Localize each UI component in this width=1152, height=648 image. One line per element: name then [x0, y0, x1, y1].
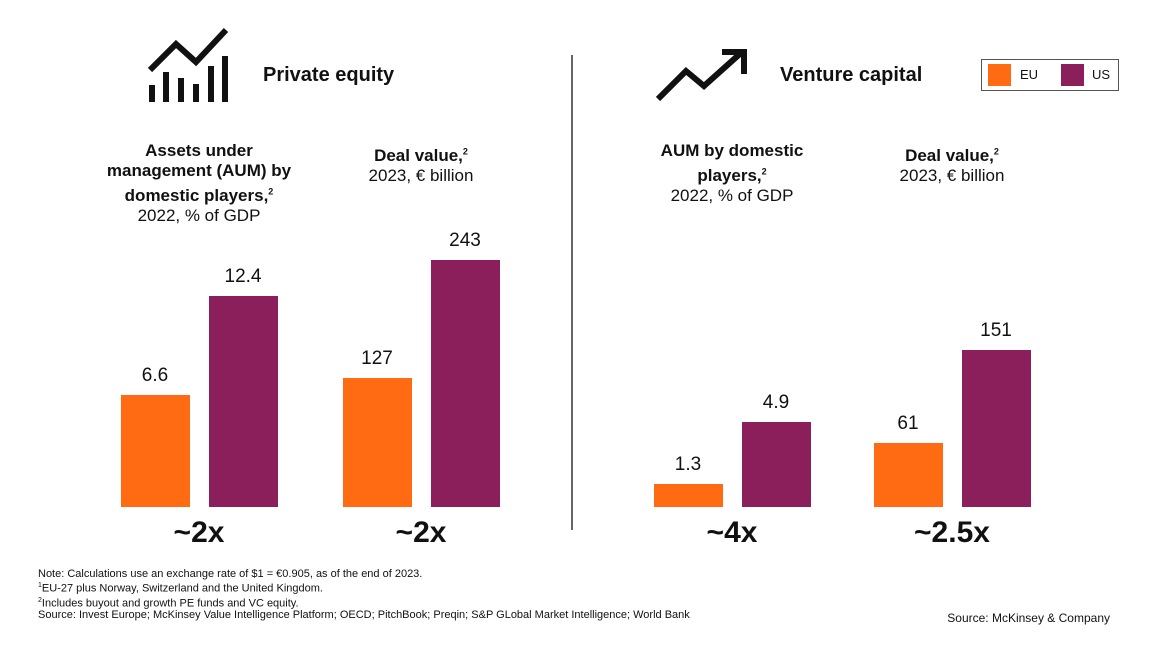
- note-line: 2Includes buyout and growth PE funds and…: [38, 595, 690, 610]
- chart-title: Assets under management (AUM) by domesti…: [104, 141, 294, 226]
- value-label: 151: [980, 319, 1012, 341]
- chart-subtitle: 2022, % of GDP: [670, 185, 794, 205]
- multiplier: ~2.5x: [914, 516, 990, 549]
- chart-title-text: AUM by domestic players,2: [660, 141, 804, 185]
- bar: [653, 484, 723, 507]
- bar: [961, 349, 1031, 507]
- value-label: 1.3: [674, 454, 702, 476]
- section-title: Venture capital: [780, 64, 923, 86]
- multiplier: ~4x: [706, 516, 758, 549]
- note-text: Source: Invest Europe; McKinsey Value In…: [38, 609, 690, 622]
- section-title: Private equity: [263, 64, 395, 86]
- title-note: 2: [993, 146, 999, 156]
- title-note: 2: [268, 186, 274, 196]
- bar: [120, 394, 190, 507]
- bar: [741, 422, 811, 507]
- value-label: 243: [449, 229, 481, 251]
- note-line: Note: Calculations use an exchange rate …: [38, 568, 690, 580]
- chart-subtitle: 2022, % of GDP: [137, 205, 261, 225]
- bar: [430, 259, 500, 507]
- note-line: 1EU-27 plus Norway, Switzerland and the …: [38, 580, 690, 595]
- value-label: 127: [361, 347, 393, 369]
- notes: Note: Calculations use an exchange rate …: [38, 568, 690, 621]
- legend-label: EU: [1020, 67, 1039, 82]
- legend: EU US: [981, 59, 1119, 91]
- value-label: 12.4: [224, 265, 262, 287]
- value-label: 61: [897, 413, 919, 435]
- chart-subtitle: 2023, € billion: [899, 165, 1005, 185]
- bar: [342, 377, 412, 507]
- note-line: Source: Invest Europe; McKinsey Value In…: [38, 609, 690, 621]
- chart-subtitle: 2023, € billion: [368, 165, 474, 185]
- pe-icon: [147, 27, 229, 102]
- legend-swatch: [1061, 64, 1084, 86]
- note-text: EU-27 plus Norway, Switzerland and the U…: [41, 582, 323, 595]
- note-text: Note: Calculations use an exchange rate …: [38, 568, 423, 580]
- chart-title: Deal value,2 2023, € billion: [326, 141, 516, 186]
- bar: [873, 443, 943, 507]
- chart-title: AUM by domestic players,2 2022, % of GDP: [637, 141, 827, 206]
- chart-title-text: Assets under management (AUM) by domesti…: [106, 141, 292, 205]
- vc-icon: [655, 49, 747, 102]
- value-label: 6.6: [141, 364, 169, 386]
- source: Source: McKinsey & Company: [947, 611, 1110, 625]
- note-mark: 1: [38, 582, 42, 589]
- title-note: 2: [462, 146, 468, 156]
- multiplier: ~2x: [173, 516, 225, 549]
- chart-title: Deal value,2 2023, € billion: [857, 141, 1047, 186]
- chart-title-text: Deal value,2: [374, 145, 468, 165]
- bar: [208, 295, 278, 507]
- note-text: Includes buyout and growth PE funds and …: [41, 597, 299, 610]
- value-label: 4.9: [762, 392, 790, 414]
- note-mark: 2: [38, 596, 42, 604]
- title-note: 2: [761, 166, 767, 176]
- chart-title-text: Deal value,2: [905, 145, 999, 165]
- legend-label: US: [1092, 67, 1111, 82]
- legend-swatch: [988, 64, 1011, 86]
- multiplier: ~2x: [395, 516, 447, 549]
